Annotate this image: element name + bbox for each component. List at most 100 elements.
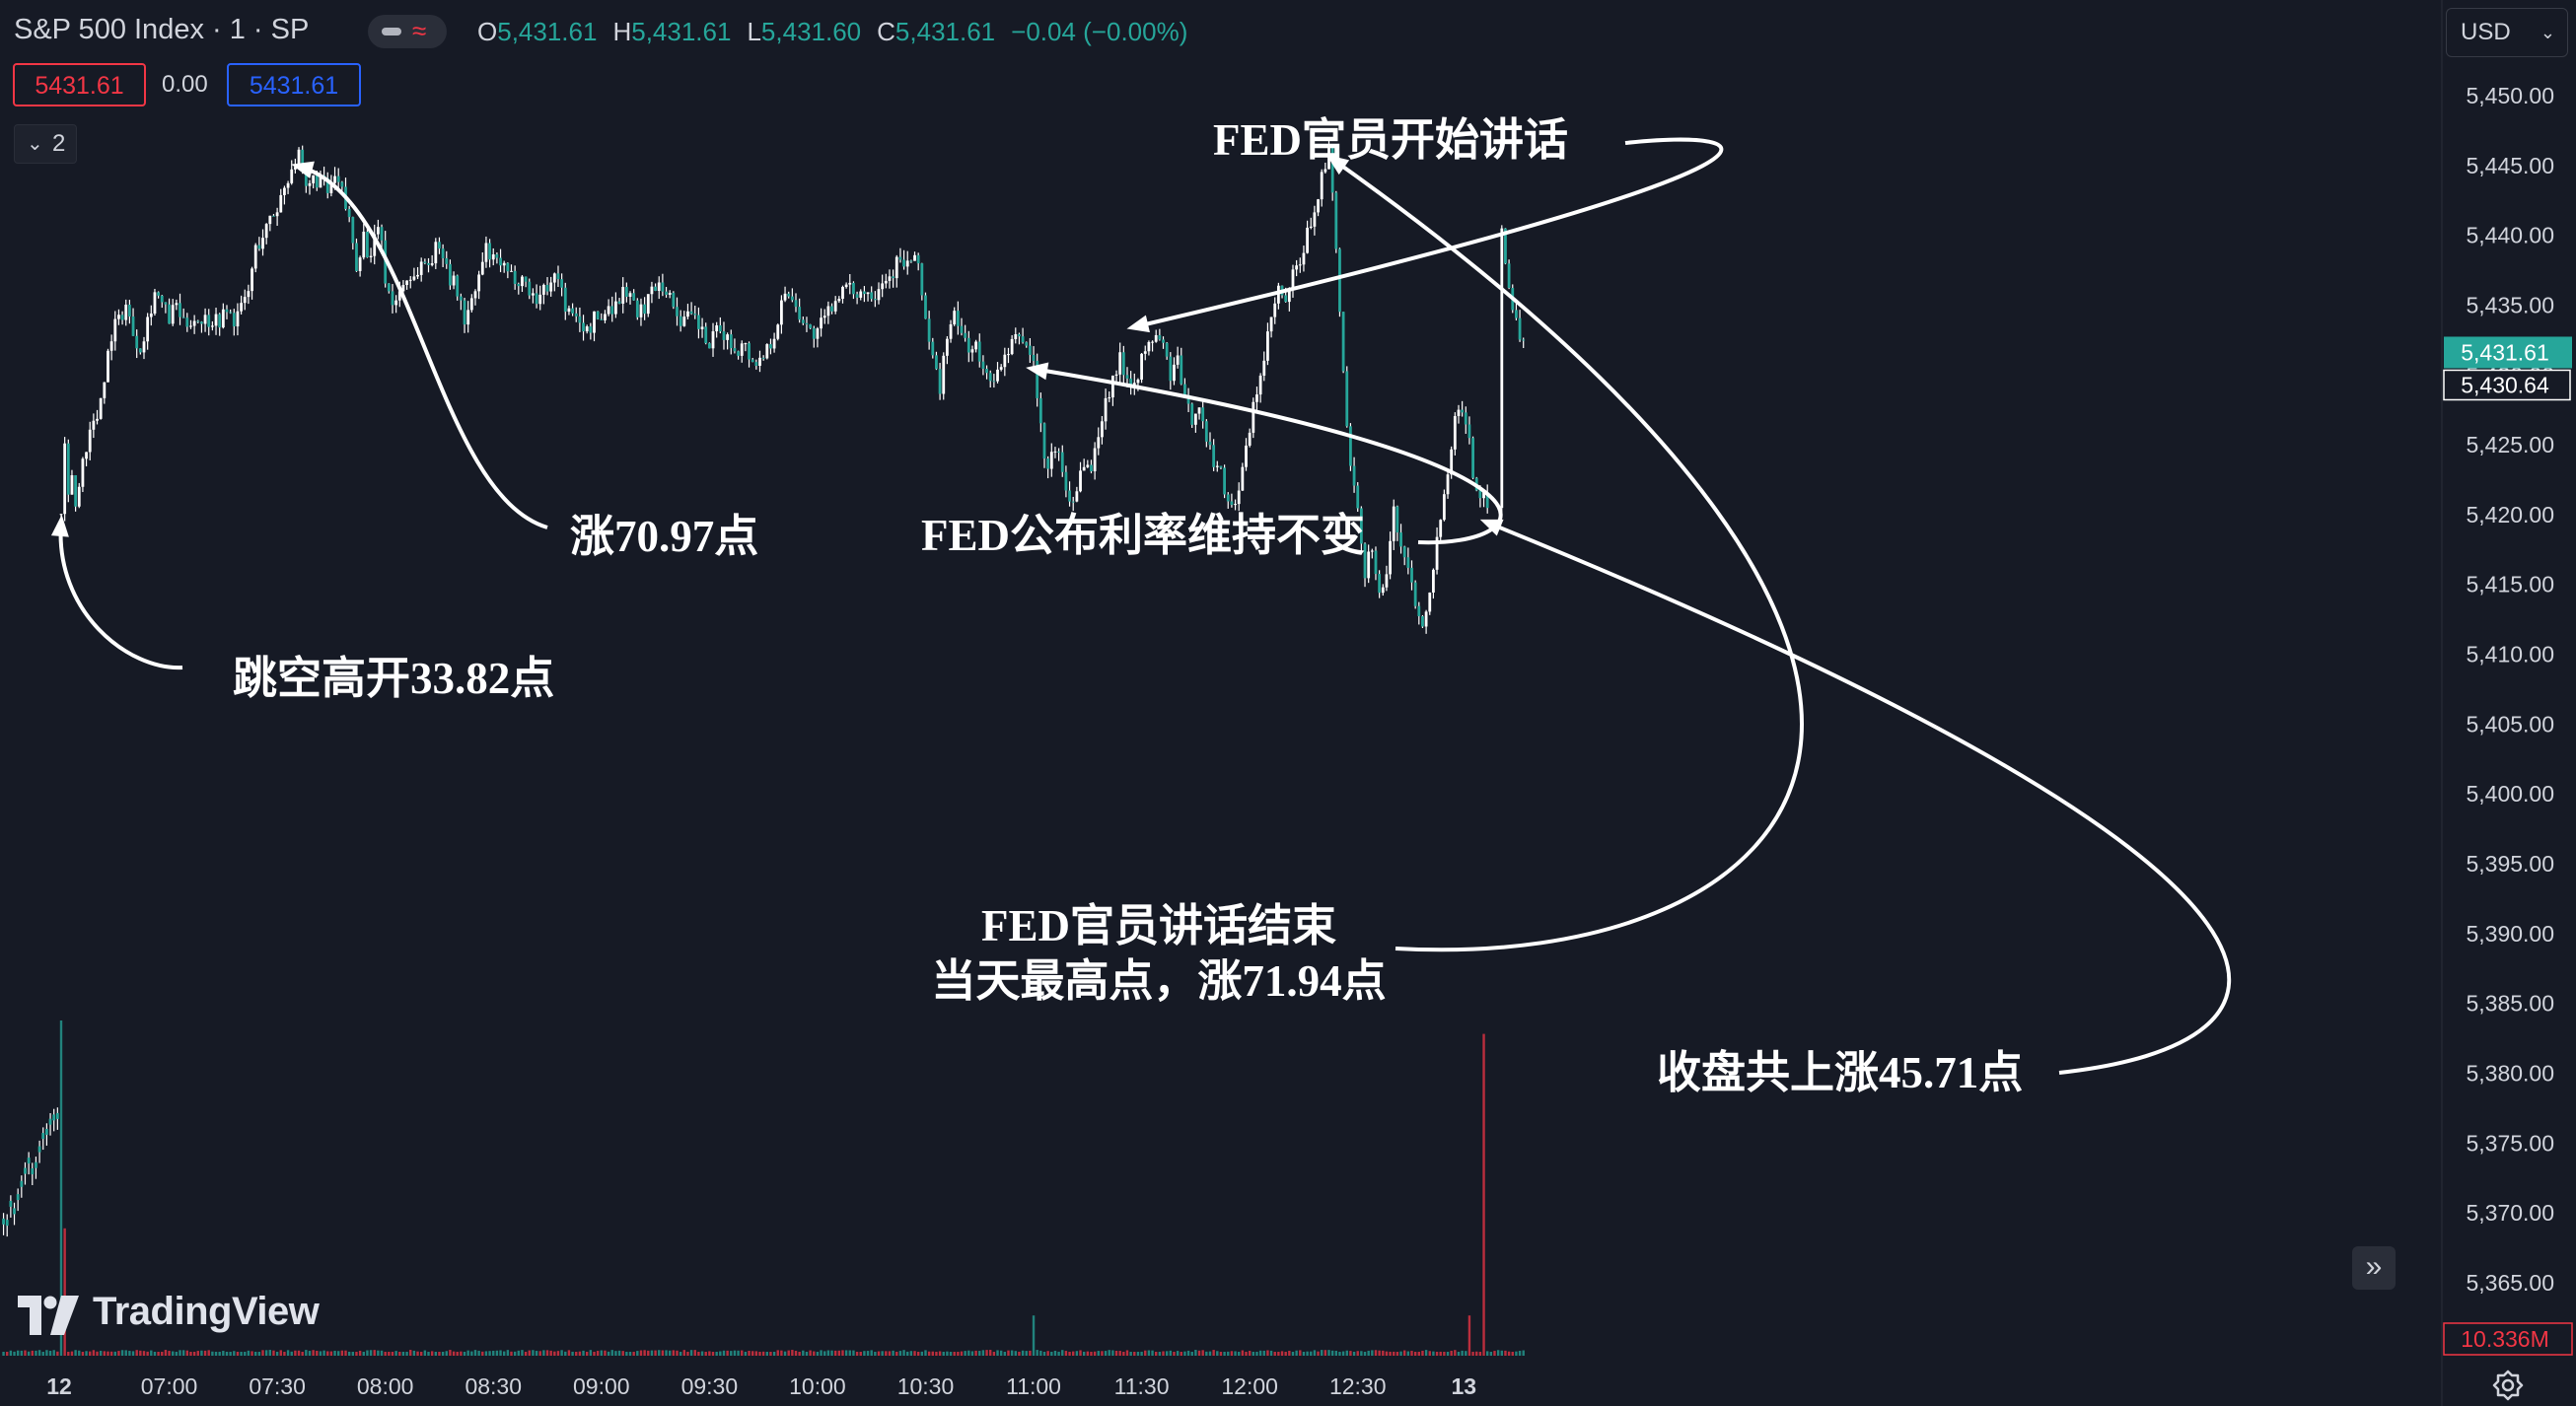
volume-bar (384, 1352, 387, 1356)
volume-bar (1507, 1351, 1511, 1356)
volume-bar (538, 1351, 541, 1356)
candle-body (146, 316, 150, 342)
candle-body (1341, 312, 1345, 372)
candle-body (920, 263, 924, 296)
volume-bar (373, 1350, 376, 1356)
candle-body (1269, 316, 1273, 332)
candle-body (48, 1118, 52, 1125)
candle-body (1136, 380, 1140, 384)
candle-body (171, 305, 175, 324)
volume-bar (1284, 1352, 1287, 1356)
volume-bar (938, 1351, 942, 1356)
candle-body (855, 294, 859, 298)
volume-bar (1108, 1350, 1110, 1356)
volume-bar (693, 1350, 696, 1356)
candle-body (55, 1112, 59, 1119)
high-value: 5,431.61 (631, 17, 732, 46)
candle-body (697, 315, 700, 329)
candle-body (528, 281, 532, 296)
logo-text: TradingView (93, 1290, 320, 1333)
candle-body (1385, 574, 1389, 588)
volume-bar (89, 1351, 92, 1356)
volume-bar (672, 1350, 676, 1356)
volume-bar (596, 1351, 600, 1356)
scroll-to-realtime-button[interactable]: » (2352, 1246, 2396, 1290)
candle-body (168, 304, 171, 324)
x-tick-label: 13 (1451, 1373, 1476, 1399)
candle-body (506, 262, 510, 272)
volume-bar (456, 1352, 459, 1356)
candle-body (1079, 470, 1082, 492)
settings-gear-icon[interactable] (2491, 1369, 2525, 1402)
volume-bar (1457, 1352, 1461, 1356)
candle-body (1208, 441, 1212, 446)
candle-body (113, 318, 117, 342)
volume-bar (380, 1350, 384, 1356)
volume-bar (957, 1352, 960, 1356)
candle-body (469, 298, 473, 311)
candle-body (44, 1128, 48, 1135)
candle-body (308, 182, 312, 186)
volume-bar (6, 1351, 9, 1356)
market-status-toggle[interactable]: ≈ (368, 15, 447, 48)
volume-bar (1158, 1352, 1162, 1356)
candle-body (1212, 445, 1216, 467)
volume-bar (1288, 1350, 1291, 1356)
volume-bar (769, 1352, 772, 1356)
candle-body (888, 276, 892, 281)
candle-body (1467, 424, 1471, 439)
candle-body (966, 337, 970, 353)
candle-body (783, 293, 787, 301)
volume-bar (463, 1352, 466, 1356)
volume-bar (1363, 1352, 1367, 1356)
y-tick-label: 5,410.00 (2466, 642, 2554, 668)
symbol-title[interactable]: S&P 500 Index · 1 · SP (14, 14, 310, 45)
buy-price-button[interactable]: 5431.61 (227, 63, 361, 106)
annotation-arrow (1033, 367, 1503, 545)
candle-body (798, 307, 802, 320)
candle-body (304, 170, 308, 186)
candle-body (567, 308, 571, 313)
candle-body (107, 350, 109, 383)
x-tick-label: 12 (46, 1373, 72, 1399)
indicators-toggle-button[interactable]: ⌄ 2 (14, 124, 77, 164)
candle-body (1284, 295, 1288, 303)
volume-bar (833, 1350, 837, 1356)
candle-body (283, 187, 286, 195)
volume-bar (1201, 1350, 1204, 1356)
candle-body (1464, 412, 1467, 425)
volume-bar (150, 1350, 153, 1356)
candle-body (416, 274, 419, 277)
candle-body (689, 311, 693, 315)
volume-bar (1330, 1350, 1334, 1356)
candle-body (1442, 494, 1446, 521)
candle-body (232, 313, 236, 327)
volume-bar (1382, 1350, 1385, 1356)
candle-body (1392, 506, 1395, 541)
candle-body (996, 369, 999, 382)
candle-body (578, 316, 582, 323)
candle-body (138, 348, 142, 353)
candle-body (927, 318, 931, 342)
candle-body (127, 304, 131, 317)
candle-body (988, 373, 992, 382)
volume-bar (1183, 1351, 1186, 1356)
candle-body (1110, 375, 1114, 398)
annotation-rise-70: 涨70.97点 (570, 512, 759, 561)
candle-body (351, 217, 355, 244)
candle-body (812, 327, 816, 339)
indicators-count: 2 (52, 130, 66, 157)
volume-bar (283, 1352, 286, 1356)
volume-bar (741, 1350, 744, 1356)
currency-select[interactable]: USD ⌄ (2446, 8, 2568, 57)
volume-bar (244, 1352, 247, 1356)
y-tick-label: 5,365.00 (2466, 1270, 2554, 1296)
candle-body (59, 514, 63, 516)
candle-body (1151, 341, 1154, 343)
volume-bar (347, 1351, 351, 1356)
volume-bar (1493, 1351, 1496, 1356)
candle-body (1042, 423, 1046, 459)
sell-price-button[interactable]: 5431.61 (13, 63, 146, 106)
volume-bar (1255, 1352, 1258, 1356)
